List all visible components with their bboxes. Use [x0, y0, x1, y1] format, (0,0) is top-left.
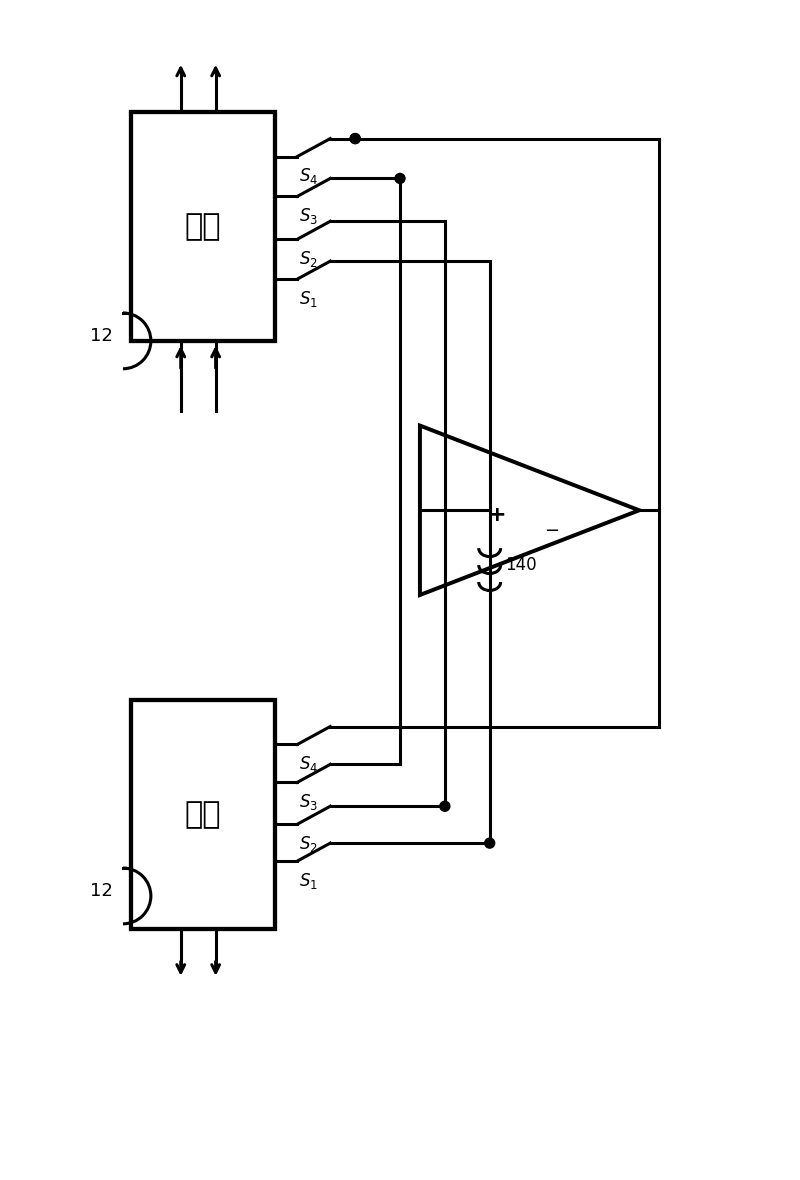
Bar [131, 112, 275, 341]
Text: $S_1$: $S_1$ [299, 871, 318, 891]
Text: 12: 12 [90, 881, 113, 900]
Circle shape [440, 801, 450, 811]
Circle shape [485, 838, 494, 848]
Bar [131, 700, 275, 929]
Text: 12: 12 [90, 327, 113, 345]
Text: −: − [544, 523, 559, 540]
Text: $S_3$: $S_3$ [299, 206, 318, 227]
Circle shape [395, 173, 405, 183]
Text: 140: 140 [505, 556, 536, 575]
Text: $S_1$: $S_1$ [299, 289, 318, 309]
Text: 步骤: 步骤 [185, 800, 222, 828]
Circle shape [350, 133, 360, 144]
Text: $S_4$: $S_4$ [299, 166, 318, 186]
Text: $S_3$: $S_3$ [299, 792, 318, 812]
Circle shape [350, 133, 360, 144]
Text: $S_4$: $S_4$ [299, 754, 318, 774]
Text: +: + [487, 505, 506, 525]
Text: $S_2$: $S_2$ [299, 249, 318, 269]
Text: $S_2$: $S_2$ [299, 834, 318, 854]
Text: 步骤: 步骤 [185, 211, 222, 241]
